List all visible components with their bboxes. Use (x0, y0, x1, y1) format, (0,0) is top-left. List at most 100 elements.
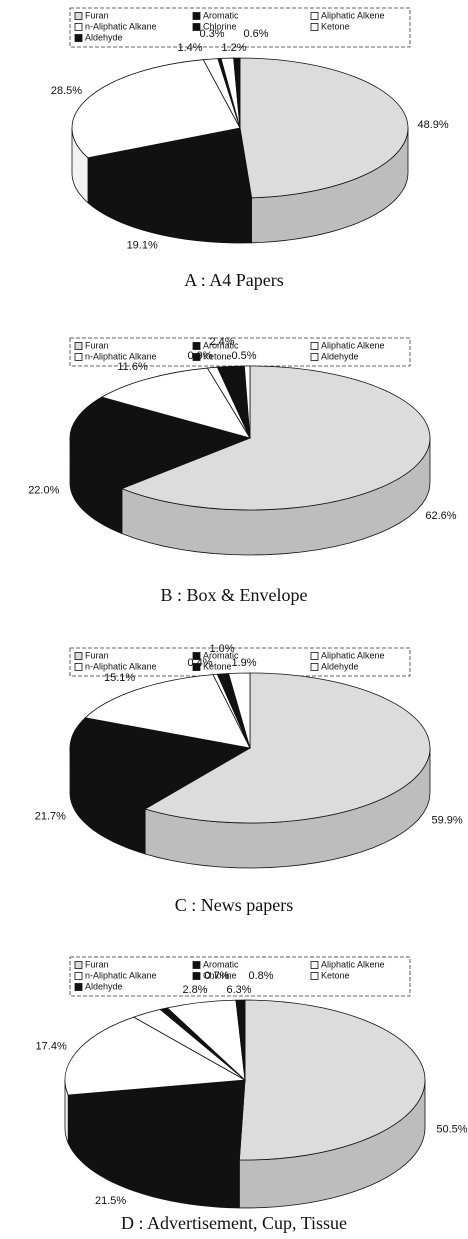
legend-label: Chlorine (203, 21, 237, 31)
legend-swatch (310, 972, 319, 980)
legend-label: n-Aliphatic Alkane (85, 970, 157, 980)
slice (64, 1016, 247, 1096)
legend-swatch (192, 961, 201, 969)
slice (243, 365, 251, 439)
legend-label: Aldehyde (85, 32, 123, 42)
legend-swatch (310, 961, 319, 969)
legend-swatch (74, 12, 83, 20)
legend-swatch (74, 34, 83, 42)
caption: B : Box & Envelope (161, 585, 308, 605)
slice (69, 717, 252, 810)
legend-label: Chlorine (203, 970, 237, 980)
legend-swatch (192, 663, 201, 671)
data-label: 0.4% (187, 657, 212, 669)
legend-label: Furan (85, 340, 109, 350)
legend-label: Aromatic (203, 650, 239, 660)
slice (239, 57, 409, 199)
caption: A : A4 Papers (184, 270, 284, 290)
data-label: 48.9% (417, 119, 448, 131)
data-label: 17.4% (36, 1040, 67, 1052)
legend-label: Aliphatic Alkene (321, 10, 385, 20)
legend-swatch (310, 663, 319, 671)
legend-label: Aromatic (203, 10, 239, 20)
data-label: 50.5% (436, 1123, 467, 1135)
caption: D : Advertisement, Cup, Tissue (121, 1213, 347, 1233)
legend-swatch (310, 12, 319, 20)
legend-swatch (310, 652, 319, 660)
data-label: 22.0% (28, 484, 59, 496)
legend-label: Aliphatic Alkene (321, 650, 385, 660)
slice (87, 127, 253, 199)
legend-swatch (192, 652, 201, 660)
legend-swatch (74, 342, 83, 350)
legend-label: Aliphatic Alkene (321, 959, 385, 969)
data-label: 62.6% (425, 510, 456, 522)
slice (120, 365, 431, 511)
slice (144, 672, 431, 824)
legend-label: Aldehyde (321, 661, 359, 671)
legend-swatch (192, 972, 201, 980)
slice (67, 1079, 246, 1161)
legend-label: Ketone (203, 661, 232, 671)
data-label: 0.6% (243, 28, 268, 40)
legend-label: Aromatic (203, 340, 239, 350)
legend-swatch (74, 663, 83, 671)
data-label: 59.9% (431, 814, 462, 826)
legend-label: Aliphatic Alkene (321, 340, 385, 350)
data-label: 0.8% (248, 970, 273, 982)
legend-label: Furan (85, 650, 109, 660)
data-label: 0.5% (231, 350, 256, 362)
legend-label: Furan (85, 959, 109, 969)
legend-label: Ketone (321, 21, 350, 31)
legend-swatch (310, 23, 319, 31)
slice (235, 999, 246, 1081)
data-label: 15.1% (104, 672, 135, 684)
slice (238, 999, 426, 1161)
data-label: 21.5% (95, 1195, 126, 1207)
legend-label: Aldehyde (321, 351, 359, 361)
legend-label: Ketone (321, 970, 350, 980)
slice (84, 674, 251, 749)
data-label: 1.0% (209, 643, 234, 655)
legend-swatch (74, 972, 83, 980)
legend-label: Aldehyde (85, 981, 123, 991)
legend-label: n-Aliphatic Alkane (85, 661, 157, 671)
data-label: 1.2% (221, 42, 246, 54)
slice (69, 396, 252, 490)
slice (100, 367, 251, 439)
legend-swatch (192, 12, 201, 20)
data-label: 2.4% (209, 336, 234, 348)
data-label: 19.1% (127, 239, 158, 251)
legend-swatch (74, 23, 83, 31)
legend-swatch (74, 652, 83, 660)
data-label: 11.6% (117, 361, 148, 373)
legend-swatch (310, 342, 319, 350)
data-label: 0.3% (199, 28, 224, 40)
legend-box (69, 956, 411, 997)
slice (71, 59, 241, 159)
legend-label: n-Aliphatic Alkane (85, 351, 157, 361)
legend-swatch (74, 961, 83, 969)
slice (228, 672, 251, 749)
data-label: 0.9% (187, 350, 212, 362)
data-label: 1.9% (231, 657, 256, 669)
caption: C : News papers (175, 895, 293, 915)
legend-label: n-Aliphatic Alkane (85, 21, 157, 31)
legend-swatch (74, 983, 83, 991)
legend-swatch (192, 342, 201, 350)
data-label: 21.7% (35, 811, 66, 823)
data-label: 0.7% (204, 970, 229, 982)
legend-swatch (192, 353, 201, 361)
legend-swatch (310, 353, 319, 361)
legend-label: Ketone (203, 351, 232, 361)
data-label: 28.5% (51, 85, 82, 97)
legend-label: Aromatic (203, 959, 239, 969)
legend-swatch (74, 353, 83, 361)
data-label: 1.4% (177, 42, 202, 54)
data-label: 6.3% (226, 984, 251, 996)
legend-swatch (192, 23, 201, 31)
legend-label: Furan (85, 10, 109, 20)
data-label: 2.8% (182, 984, 207, 996)
legend-box (69, 7, 411, 48)
